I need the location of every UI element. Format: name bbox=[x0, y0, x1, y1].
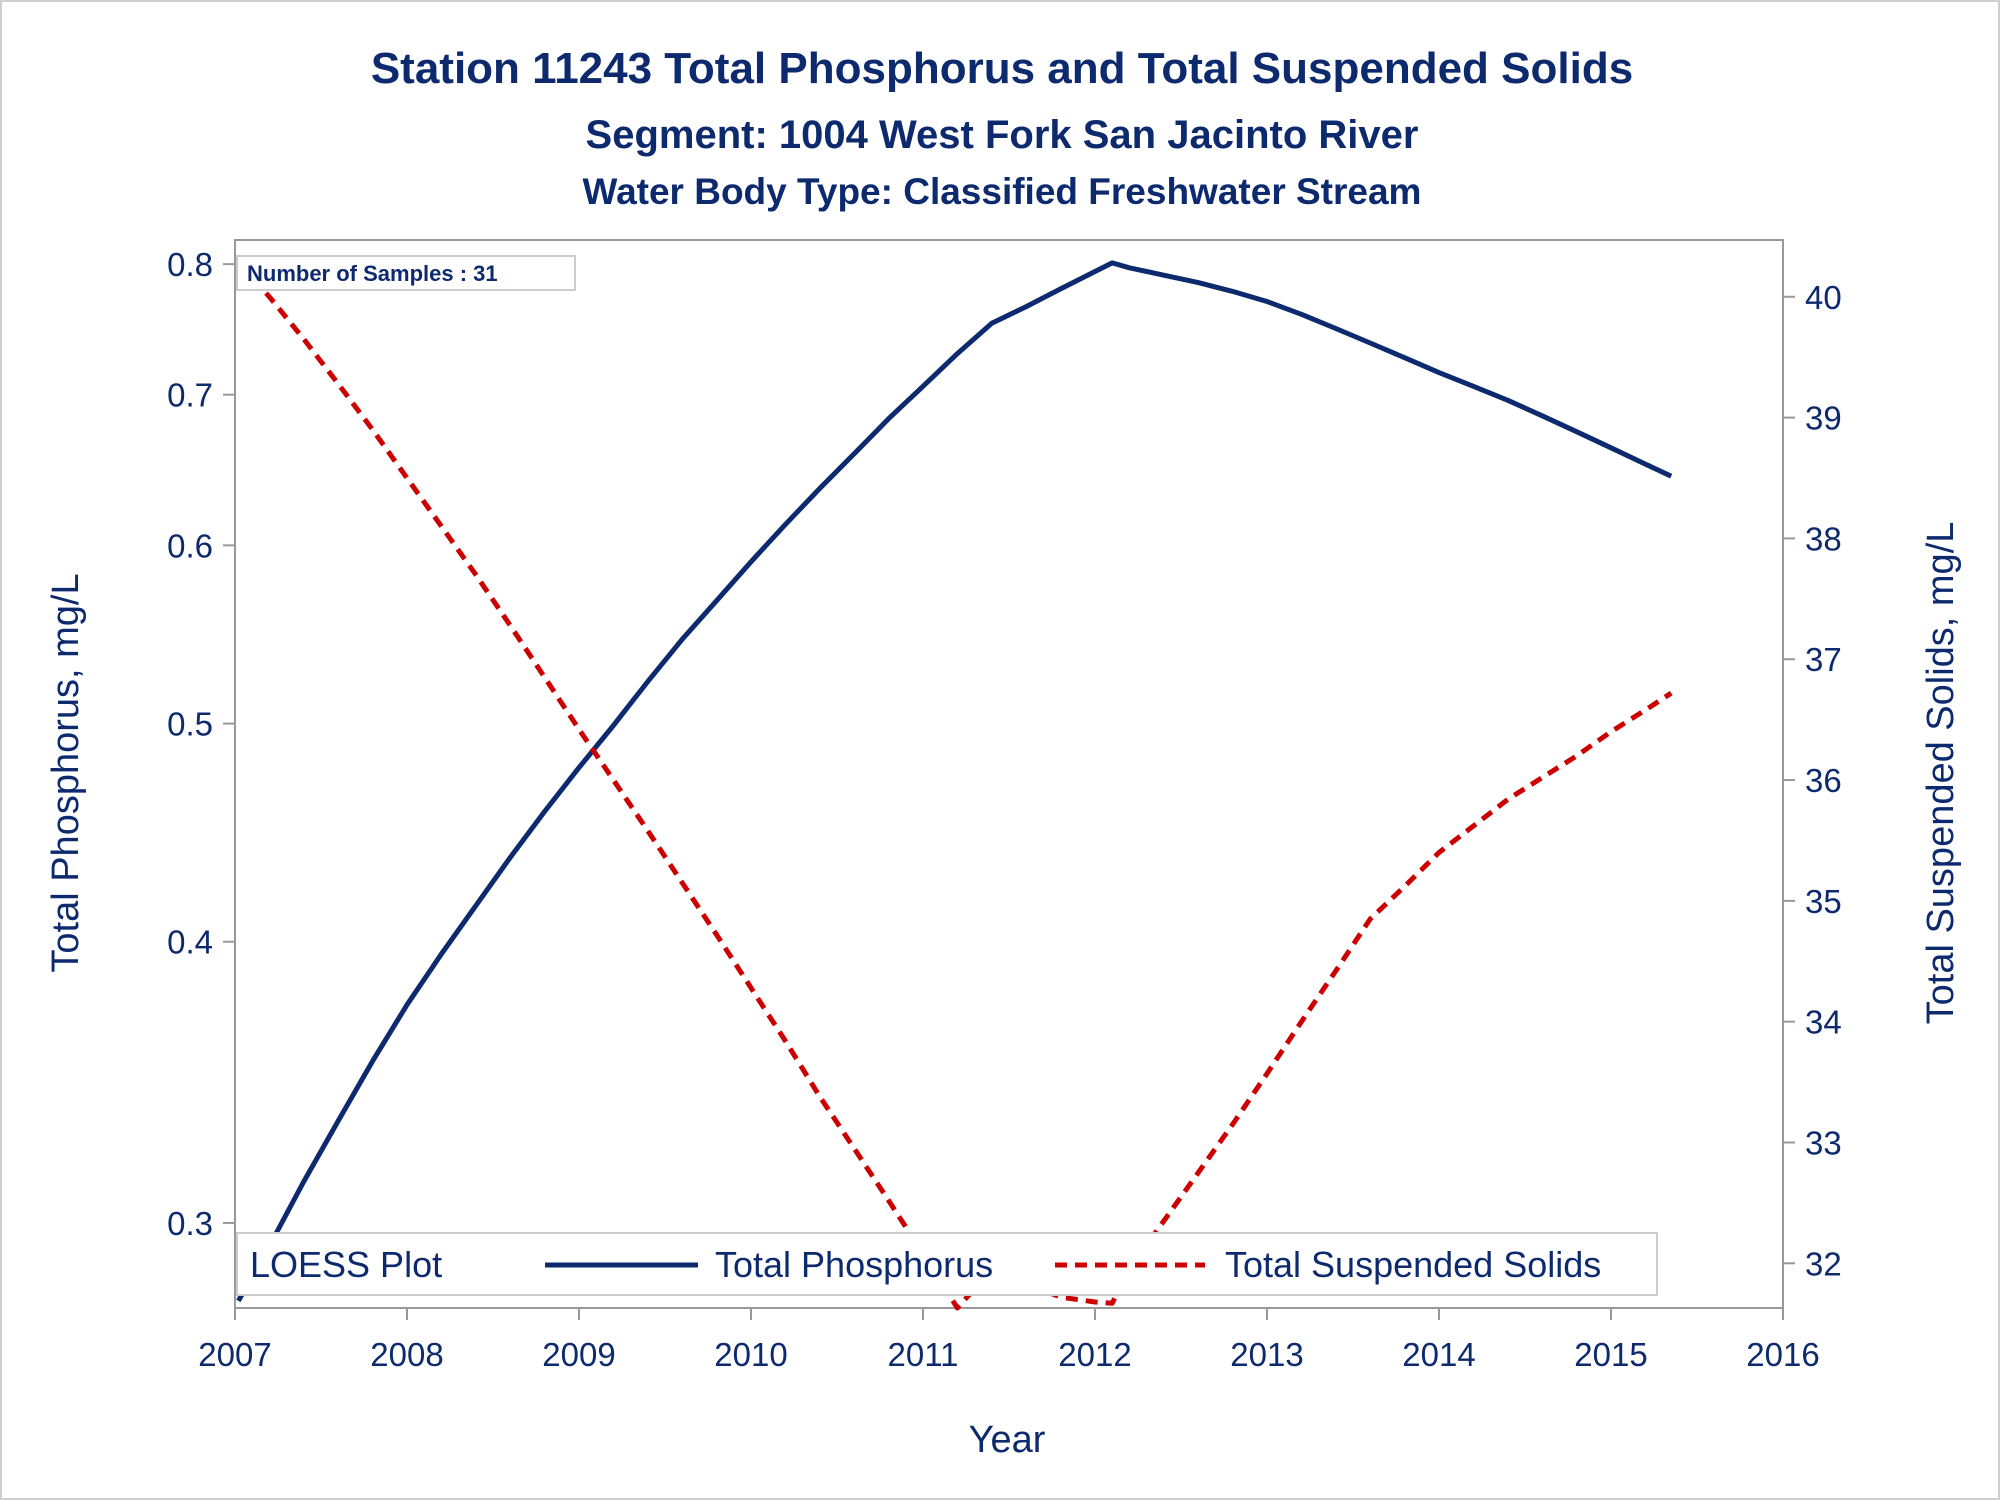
y2-tick-label: 33 bbox=[1805, 1124, 1842, 1161]
x-tick-label: 2015 bbox=[1574, 1336, 1647, 1373]
x-axis: 2007 2008 2009 2010 2011 2012 2013 2014 2015 2016 bbox=[198, 1308, 1820, 1373]
y2-tick-label: 39 bbox=[1805, 400, 1842, 437]
chart-title: Station 11243 Total Phosphorus and Total… bbox=[371, 44, 1633, 93]
sample-count-label: Number of Samples : 31 bbox=[247, 261, 498, 286]
x-tick-label: 2016 bbox=[1746, 1336, 1819, 1373]
y-tick-label: 0.7 bbox=[167, 377, 213, 414]
x-tick-label: 2012 bbox=[1058, 1336, 1131, 1373]
series-line-total-suspended-solids bbox=[236, 262, 1673, 1311]
y2-tick-label: 35 bbox=[1805, 883, 1842, 920]
x-tick-label: 2008 bbox=[370, 1336, 443, 1373]
y-tick-label: 0.8 bbox=[167, 246, 213, 283]
left-axis: 0.3 0.4 0.5 0.6 0.7 0.8 bbox=[167, 246, 235, 1242]
right-axis: 32 33 34 35 36 37 38 39 40 bbox=[1783, 279, 1842, 1282]
y-tick-label: 0.5 bbox=[167, 706, 213, 743]
series-line-total-phosphorus bbox=[236, 260, 1673, 1303]
y2-tick-label: 36 bbox=[1805, 762, 1842, 799]
x-tick-label: 2014 bbox=[1402, 1336, 1475, 1373]
legend-entry-total-suspended-solids: Total Suspended Solids bbox=[1225, 1244, 1601, 1285]
y2-tick-label: 34 bbox=[1805, 1004, 1842, 1041]
y2-tick-label: 38 bbox=[1805, 520, 1842, 557]
legend-title: LOESS Plot bbox=[250, 1244, 442, 1285]
plot-area bbox=[234, 239, 1784, 1309]
y-tick-label: 0.6 bbox=[167, 527, 213, 564]
x-tick-label: 2011 bbox=[888, 1336, 959, 1373]
x-tick-label: 2010 bbox=[714, 1336, 787, 1373]
chart-subtitle: Segment: 1004 West Fork San Jacinto Rive… bbox=[586, 113, 1419, 157]
legend: LOESS Plot Total Phosphorus Total Suspen… bbox=[236, 1232, 1658, 1296]
chart-subtitle-2: Water Body Type: Classified Freshwater S… bbox=[583, 171, 1422, 212]
y2-axis-label: Total Suspended Solids, mg/L bbox=[1920, 522, 1962, 1025]
x-tick-label: 2013 bbox=[1230, 1336, 1303, 1373]
x-tick-label: 2009 bbox=[542, 1336, 615, 1373]
sample-count-inset: Number of Samples : 31 bbox=[236, 255, 576, 291]
legend-entry-total-phosphorus: Total Phosphorus bbox=[715, 1244, 993, 1285]
legend-box bbox=[236, 1232, 1658, 1296]
y-tick-label: 0.4 bbox=[167, 924, 213, 961]
y2-tick-label: 37 bbox=[1805, 641, 1842, 678]
series-lines bbox=[236, 260, 1673, 1311]
y2-tick-label: 32 bbox=[1805, 1245, 1842, 1282]
y-axis-label: Total Phosphorus, mg/L bbox=[45, 573, 87, 972]
y2-tick-label: 40 bbox=[1805, 279, 1842, 316]
x-axis-label: Year bbox=[969, 1419, 1046, 1461]
y-tick-label: 0.3 bbox=[167, 1205, 213, 1242]
x-tick-label: 2007 bbox=[198, 1336, 271, 1373]
